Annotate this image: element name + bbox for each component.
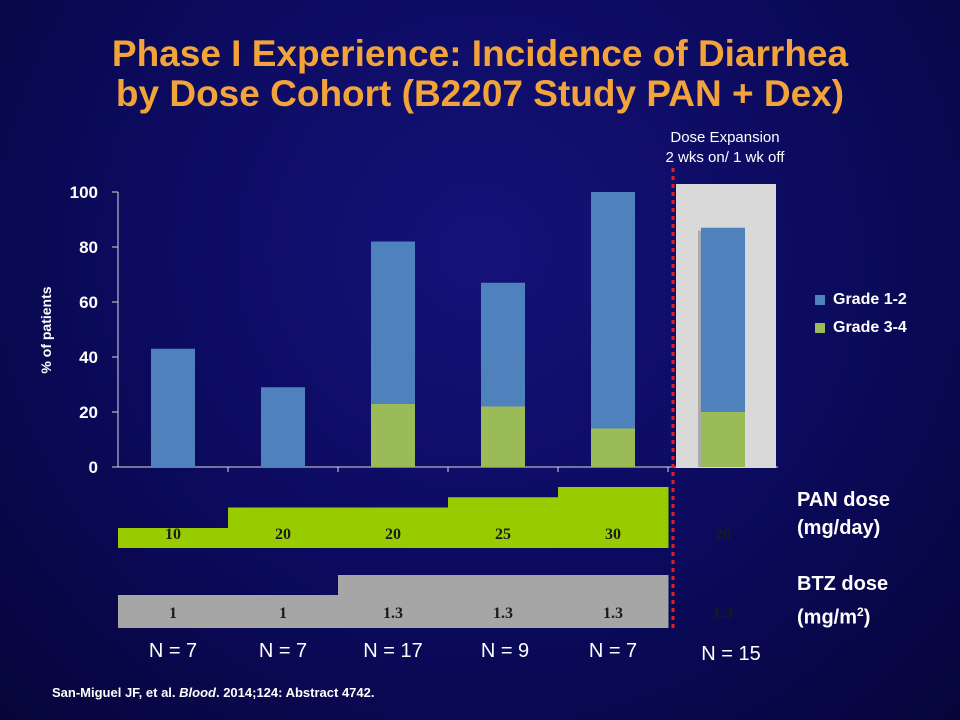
y-tick-label: 20 bbox=[79, 403, 98, 422]
dose-expansion-line2: 2 wks on/ 1 wk off bbox=[665, 149, 785, 166]
dose-expansion-label: Dose Expansion 2 wks on/ 1 wk off bbox=[630, 128, 820, 168]
citation: San-Miguel JF, et al. Blood. 2014;124: A… bbox=[52, 685, 374, 700]
slide-title-line1: Phase I Experience: Incidence of Diarrhe… bbox=[111, 33, 849, 74]
legend-label-grade34: Grade 3-4 bbox=[833, 319, 907, 336]
legend-swatch-grade12 bbox=[815, 295, 825, 305]
dose-expansion-line1: Dose Expansion bbox=[670, 129, 780, 146]
y-tick-label: 60 bbox=[79, 293, 98, 312]
citation-authors: San-Miguel JF, et al. bbox=[52, 685, 180, 700]
btz-unit-pre: (mg/m bbox=[797, 606, 857, 629]
cohort-n-label: N = 9 bbox=[480, 640, 530, 662]
btz-dose-label-line1: BTZ dose bbox=[797, 573, 889, 595]
bar-grade34 bbox=[701, 412, 745, 467]
y-tick-label: 40 bbox=[79, 348, 98, 367]
btz-dose-label-line2: (mg/m2) bbox=[797, 598, 888, 632]
bar-grade12 bbox=[481, 282, 525, 407]
pan-dose-value: 10 bbox=[165, 526, 181, 543]
pan-dose-step bbox=[338, 507, 449, 548]
bar-grade12 bbox=[701, 227, 745, 412]
legend-item-grade12: Grade 1-2 bbox=[815, 286, 907, 314]
pan-dose-label-line2: (mg/day) bbox=[797, 517, 881, 539]
pan-dose-step bbox=[228, 507, 339, 548]
bar-grade34 bbox=[481, 406, 525, 467]
legend-label-grade12: Grade 1-2 bbox=[833, 291, 907, 308]
btz-dose-step bbox=[558, 575, 669, 628]
bar-grade12 bbox=[151, 348, 195, 467]
btz-unit-sup: 2 bbox=[857, 605, 864, 619]
citation-journal: Blood bbox=[179, 685, 216, 700]
cohort-n-label: N = 15 bbox=[701, 643, 761, 665]
pan-dose-value: 20 bbox=[715, 526, 731, 543]
pan-dose-value: 20 bbox=[385, 526, 401, 543]
citation-rest: . 2014;124: Abstract 4742. bbox=[215, 685, 375, 700]
pan-dose-step bbox=[118, 528, 229, 548]
slide-title-line2: by Dose Cohort (B2207 Study PAN + Dex) bbox=[115, 73, 845, 114]
pan-dose-label-line1: PAN dose bbox=[797, 489, 890, 511]
btz-dose-step bbox=[448, 575, 559, 628]
y-tick-label: 80 bbox=[79, 238, 98, 257]
y-tick-label: 100 bbox=[70, 183, 98, 202]
bar-grade34 bbox=[591, 428, 635, 467]
pan-dose-step bbox=[448, 497, 559, 548]
cohort-n-label: N = 17 bbox=[363, 640, 423, 662]
legend-item-grade34: Grade 3-4 bbox=[815, 314, 907, 342]
pan-dose-value: 20 bbox=[275, 526, 291, 543]
bar-grade12 bbox=[371, 241, 415, 404]
btz-dose-value: 1.3 bbox=[603, 605, 623, 622]
btz-dose-value: 1 bbox=[279, 605, 287, 622]
btz-dose-value: 1.3 bbox=[383, 605, 403, 622]
pan-dose-step bbox=[558, 487, 669, 548]
y-axis-label: % of patients bbox=[38, 286, 54, 373]
pan-dose-label: PAN dose (mg/day) bbox=[797, 486, 890, 542]
bar-grade12 bbox=[591, 192, 635, 429]
btz-dose-value: 1 bbox=[169, 605, 177, 622]
btz-unit-post: ) bbox=[863, 606, 871, 629]
bar-grade12 bbox=[261, 387, 305, 467]
btz-dose-step bbox=[228, 595, 339, 628]
pan-dose-value: 30 bbox=[605, 526, 621, 543]
slide-title: Phase I Experience: Incidence of Diarrhe… bbox=[0, 34, 960, 114]
cohort-n-label: N = 7 bbox=[148, 640, 198, 662]
btz-dose-label: BTZ dose (mg/m2) bbox=[797, 570, 888, 632]
bar-grade34 bbox=[371, 403, 415, 467]
y-tick-label: 0 bbox=[89, 458, 98, 477]
legend-swatch-grade34 bbox=[815, 323, 825, 333]
pan-dose-value: 25 bbox=[495, 526, 511, 543]
btz-dose-value: 1.3 bbox=[493, 605, 513, 622]
btz-dose-value: 1.3 bbox=[713, 605, 733, 622]
btz-dose-step bbox=[338, 575, 449, 628]
cohort-n-label: N = 7 bbox=[588, 640, 638, 662]
cohort-n-label: N = 7 bbox=[258, 640, 308, 662]
legend: Grade 1-2 Grade 3-4 bbox=[815, 286, 907, 342]
btz-dose-step bbox=[118, 595, 229, 628]
